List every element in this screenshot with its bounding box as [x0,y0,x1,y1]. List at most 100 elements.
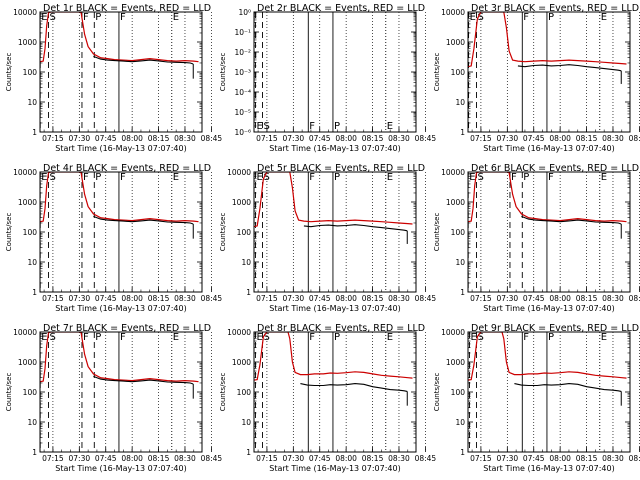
x-tick-label: 08:30 [388,454,410,463]
event-marker-label: F [83,12,89,23]
event-marker-label: P [95,12,101,23]
x-tick-label: 08:00 [121,454,143,463]
y-tick-label: 100 [237,388,252,397]
series-events-line [93,215,194,225]
x-axis-label: Start Time (16-May-13 07:07:40) [55,304,186,313]
y-axis-label: Counts/sec [5,213,13,252]
x-tick-label: 07:15 [470,454,492,463]
event-marker-label: E [173,12,179,23]
event-marker-label: P [95,172,101,183]
event-marker-label: E [469,172,475,183]
x-tick-label: 07:30 [283,294,305,303]
x-tick-label: 08:30 [602,134,624,143]
x-tick-label: 08:15 [362,134,384,143]
y-tick-label: 100 [237,228,252,237]
y-tick-label: 10 [455,98,465,107]
x-tick-label: 07:45 [309,134,331,143]
y-tick-label: 1000 [232,198,251,207]
y-tick-label: 10⁻⁵ [234,108,251,117]
event-marker-label: E [470,332,476,343]
x-tick-label: 07:45 [309,454,331,463]
event-marker-label: F [309,332,315,343]
y-tick-label: 1000 [446,358,465,367]
chart-title: Det 4r BLACK = Events, RED = LLD [43,163,211,174]
event-marker-label: P [548,332,554,343]
series-events-line [300,383,408,392]
y-axis-label: Counts/sec [5,53,13,92]
x-tick-label: 07:45 [523,454,545,463]
chart-panel-4: Det 4r BLACK = Events, RED = LLD Counts/s… [5,163,222,313]
y-tick-label: 1 [32,288,37,297]
x-tick-label: 07:15 [470,294,492,303]
event-marker-label: F [523,332,529,343]
chart-panel-7: Det 7r BLACK = Events, RED = LLD Counts/s… [5,323,222,473]
chart-panel-2: Det 2r BLACK = Events, RED = LLD Counts/s… [219,3,436,153]
event-marker-label: E [41,12,47,23]
x-tick-label: 08:45 [201,294,223,303]
event-marker-label: S [50,332,56,343]
event-marker-label: F [83,332,89,343]
x-tick-label: 08:30 [388,294,410,303]
x-axis-label: Start Time (16-May-13 07:07:40) [269,144,400,153]
x-axis-label: Start Time (16-May-13 07:07:40) [483,304,614,313]
y-tick-label: 10 [27,258,37,267]
x-tick-label: 08:00 [121,294,143,303]
series-lld-line [468,172,627,223]
y-tick-label: 10000 [13,328,37,337]
x-axis-label: Start Time (16-May-13 07:07:40) [269,464,400,473]
x-tick-label: 08:45 [629,134,640,143]
x-axis-label: Start Time (16-May-13 07:07:40) [269,304,400,313]
x-axis-label: Start Time (16-May-13 07:07:40) [483,464,614,473]
y-tick-label: 10⁻¹ [234,28,251,37]
event-marker-label: E [601,12,607,23]
y-tick-label: 1 [460,288,465,297]
x-tick-label: 08:45 [201,454,223,463]
event-marker-label: F [511,172,517,183]
event-marker-label: S [264,172,270,183]
plot-frame [39,331,203,453]
x-tick-label: 08:30 [602,294,624,303]
y-tick-label: 100 [451,228,466,237]
chart-panel-5: Det 5r BLACK = Events, RED = LLD Counts/s… [219,163,436,313]
x-tick-label: 07:15 [256,454,278,463]
y-axis-label: Counts/sec [433,213,441,252]
x-tick-label: 08:15 [576,134,598,143]
event-marker-label: E [601,332,607,343]
x-tick-label: 08:15 [362,294,384,303]
y-tick-label: 10⁻⁴ [234,88,251,97]
x-tick-label: 07:15 [42,134,64,143]
y-tick-label: 10 [241,258,251,267]
y-tick-label: 10⁻³ [234,68,251,77]
x-tick-label: 08:45 [415,134,437,143]
y-tick-label: 1000 [18,198,37,207]
event-marker-label: E [173,172,179,183]
event-marker-label: E [387,332,393,343]
x-tick-label: 07:45 [95,294,117,303]
event-marker-label: E [173,332,179,343]
series-lld-line [468,332,627,381]
x-tick-label: 07:30 [497,294,519,303]
event-marker-label: F [309,121,315,132]
x-tick-label: 08:30 [602,454,624,463]
y-tick-label: 10 [455,418,465,427]
y-tick-label: 100 [451,388,466,397]
event-marker-label: S [264,121,270,132]
event-marker-label: E [41,332,47,343]
series-events-line [514,383,622,392]
event-marker-label: S [50,172,56,183]
series-group [40,332,199,399]
series-group [40,172,199,239]
y-tick-label: 1 [460,448,465,457]
series-lld-line [40,12,199,63]
chart-title: Det 3r BLACK = Events, RED = LLD [471,3,639,14]
x-tick-label: 08:30 [174,294,196,303]
event-marker-label: S [478,172,484,183]
event-marker-label: P [95,332,101,343]
x-tick-label: 07:15 [42,294,64,303]
event-marker-label: F [120,172,126,183]
series-group [468,172,627,239]
chart-title: Det 6r BLACK = Events, RED = LLD [471,163,639,174]
x-tick-label: 08:00 [549,294,571,303]
y-tick-label: 10000 [13,168,37,177]
